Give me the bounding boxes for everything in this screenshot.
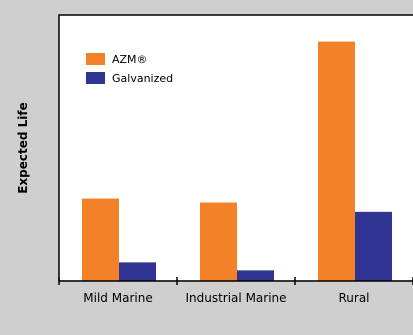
bars-group <box>82 41 392 281</box>
legend-label-azm: AZM® <box>112 53 148 66</box>
legend-swatch-azm <box>86 53 105 65</box>
legend-swatch-galvanized <box>86 72 105 84</box>
x-ticks-group <box>58 277 413 285</box>
category-labels-group: Mild Marine Industrial Marine Rural <box>83 291 369 305</box>
bar-industrial-marine-azm <box>200 202 237 281</box>
bar-rural-azm <box>318 41 355 281</box>
bar-industrial-marine-galvanized <box>237 270 274 281</box>
y-axis-label: Expected Life <box>16 102 30 194</box>
bar-rural-galvanized <box>355 211 392 281</box>
bar-mild-marine-galvanized <box>119 262 156 281</box>
x-tick-label: Mild Marine <box>83 291 152 305</box>
legend: AZM® Galvanized <box>86 53 173 85</box>
legend-label-galvanized: Galvanized <box>112 72 173 85</box>
x-tick-label: Industrial Marine <box>185 291 286 305</box>
x-tick-label: Rural <box>338 291 369 305</box>
bar-mild-marine-azm <box>82 198 119 281</box>
plot-frame <box>58 14 413 281</box>
